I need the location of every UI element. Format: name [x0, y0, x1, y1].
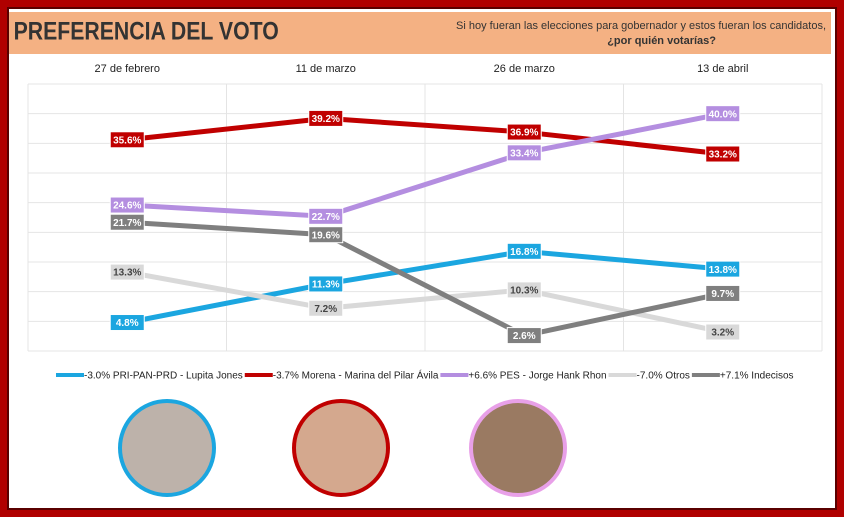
- data-point: 3.2%: [705, 323, 741, 341]
- label-box: [506, 242, 542, 260]
- data-point: 40.0%: [705, 105, 741, 123]
- data-label: 16.8%: [510, 247, 538, 258]
- data-label: 7.2%: [314, 304, 337, 315]
- chart-title: PREFERENCIA DEL VOTO: [14, 17, 279, 45]
- x-tick-label: 27 de febrero: [95, 63, 160, 75]
- candidate-photo: [469, 399, 567, 497]
- candidate-photo: [118, 399, 216, 497]
- series-line: [126, 269, 724, 335]
- legend-label: -3.7% Morena - Marina del Pilar Ávila: [273, 369, 439, 382]
- data-point: 24.6%: [109, 196, 145, 214]
- legend-label: +6.6% PES - Jorge Hank Rhon: [468, 371, 606, 382]
- data-label: 11.3%: [312, 280, 340, 291]
- label-box: [308, 226, 344, 244]
- data-point: 21.7%: [109, 213, 145, 231]
- x-tick-label: 13 de abril: [697, 63, 748, 75]
- label-box: [109, 213, 145, 231]
- legend-label: +7.1% Indecisos: [720, 371, 794, 382]
- label-box: [506, 144, 542, 162]
- data-label: 3.2%: [711, 328, 734, 339]
- data-label: 10.3%: [510, 286, 538, 297]
- data-point: 2.6%: [506, 327, 542, 345]
- data-label: 9.7%: [711, 289, 734, 300]
- data-point: 7.2%: [308, 299, 344, 317]
- x-tick-label: 11 de marzo: [296, 63, 356, 75]
- data-point: 36.9%: [506, 123, 542, 141]
- label-box: [109, 263, 145, 281]
- candidate-photo: [292, 399, 390, 497]
- data-label: 40.0%: [709, 109, 737, 120]
- legend-label: -7.0% Otros: [637, 371, 690, 382]
- label-box: [109, 131, 145, 149]
- label-box: [705, 323, 741, 341]
- label-box: [308, 275, 344, 293]
- subtitle: Si hoy fueran las elecciones para gobern…: [456, 20, 826, 32]
- data-label: 19.6%: [312, 230, 340, 241]
- data-point: 11.3%: [308, 275, 344, 293]
- label-box: [109, 314, 145, 332]
- data-point: 35.6%: [109, 131, 145, 149]
- label-box: [705, 260, 741, 278]
- photos: [118, 399, 567, 497]
- x-tick-label: 26 de marzo: [494, 63, 555, 75]
- data-point: 4.8%: [109, 314, 145, 332]
- data-point: 33.2%: [705, 145, 741, 163]
- data-point: 22.7%: [308, 207, 344, 225]
- label-box: [109, 196, 145, 214]
- label-box: [506, 123, 542, 141]
- data-point: 19.6%: [308, 226, 344, 244]
- data-label: 13.8%: [709, 265, 737, 276]
- label-box: [308, 109, 344, 127]
- label-box: [308, 207, 344, 225]
- data-point: 13.8%: [705, 260, 741, 278]
- data-label: 24.6%: [113, 201, 141, 212]
- label-box: [506, 327, 542, 345]
- data-point: 39.2%: [308, 109, 344, 127]
- data-point: 13.3%: [109, 263, 145, 281]
- label-box: [308, 299, 344, 317]
- data-label: 13.3%: [113, 268, 141, 279]
- label-box: [705, 105, 741, 123]
- data-point: 33.4%: [506, 144, 542, 162]
- subtitle: ¿por quién votarías?: [607, 35, 716, 47]
- series-line: [127, 219, 724, 339]
- label-box: [705, 145, 741, 163]
- series-line: [127, 111, 724, 219]
- series-line: [126, 115, 724, 157]
- data-label: 39.2%: [312, 114, 340, 125]
- label-box: [506, 281, 542, 299]
- data-label: 4.8%: [116, 318, 139, 329]
- header-band: [9, 12, 831, 54]
- data-label: 21.7%: [113, 218, 141, 229]
- series-line: [126, 248, 723, 325]
- data-point: 16.8%: [506, 242, 542, 260]
- data-point: 10.3%: [506, 281, 542, 299]
- data-label: 22.7%: [312, 212, 340, 223]
- data-point: 9.7%: [705, 284, 741, 302]
- label-box: [705, 284, 741, 302]
- data-label: 36.9%: [510, 128, 538, 139]
- legend-label: -3.0% PRI-PAN-PRD - Lupita Jones: [84, 371, 243, 382]
- data-label: 33.2%: [709, 150, 737, 161]
- data-label: 2.6%: [513, 331, 536, 342]
- data-label: 35.6%: [113, 135, 141, 146]
- data-label: 33.4%: [510, 148, 538, 159]
